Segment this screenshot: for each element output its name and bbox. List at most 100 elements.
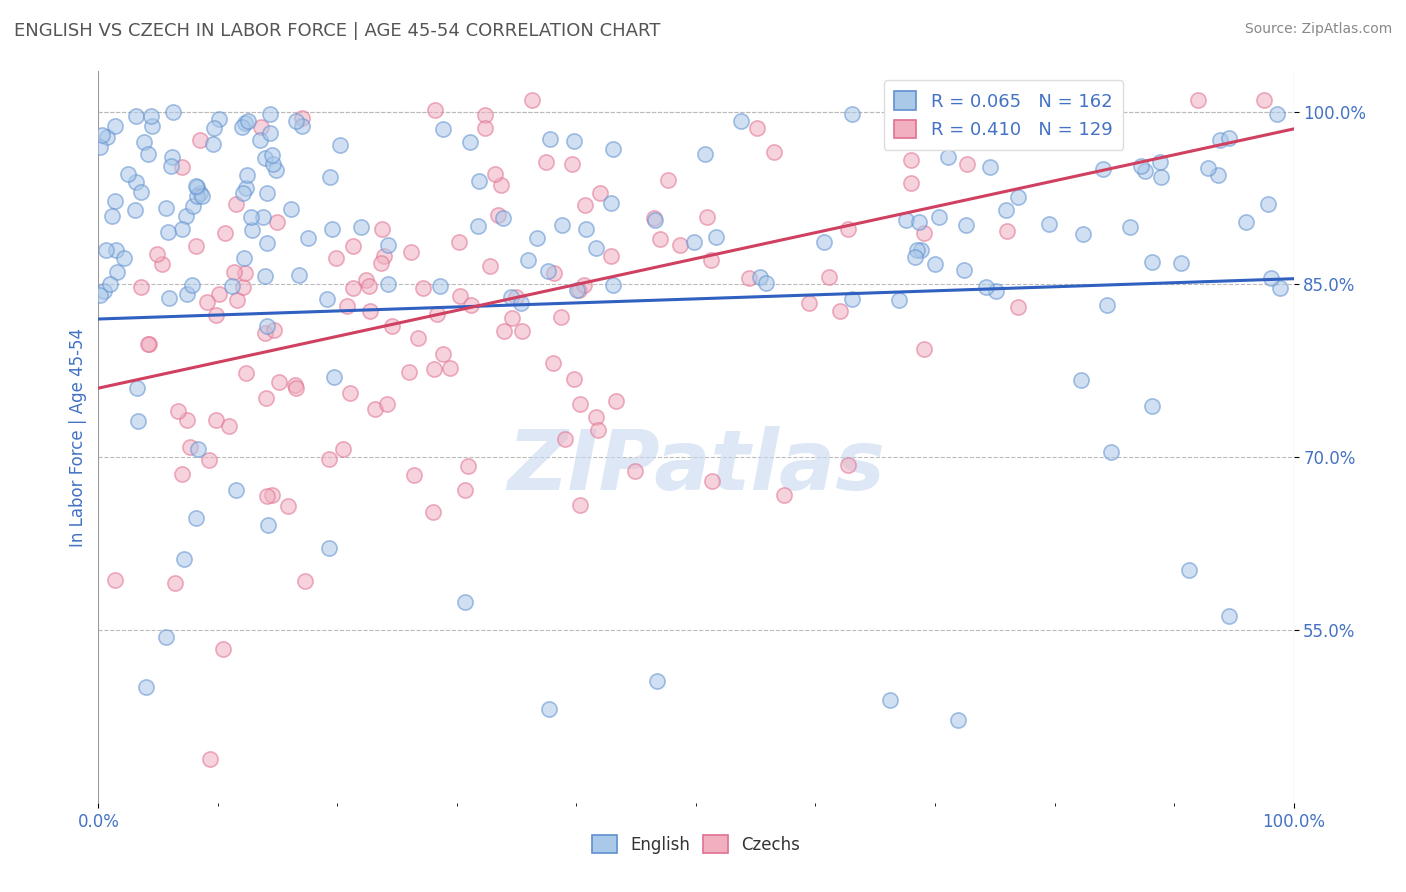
Point (233, 116, 256, 130)
Point (132, 135, 155, 149)
Point (318, 451, 340, 466)
Text: Source: ZipAtlas.com: Source: ZipAtlas.com (1244, 22, 1392, 37)
Point (104, 243, 127, 257)
Point (541, 356, 564, 370)
Point (1119, 220, 1142, 235)
Point (1206, 169, 1229, 183)
Point (1099, 445, 1122, 459)
Point (186, 239, 208, 253)
Point (1007, 301, 1029, 315)
Point (336, 299, 359, 313)
Point (266, 215, 288, 229)
Point (359, 304, 381, 318)
Point (198, 452, 221, 467)
Point (599, 249, 621, 263)
Point (235, 366, 257, 380)
Point (205, 413, 228, 427)
Point (900, 176, 922, 190)
Point (186, 179, 208, 194)
Point (1197, 161, 1219, 175)
Point (287, 268, 309, 283)
Point (1133, 163, 1156, 178)
Point (181, 199, 204, 213)
Point (585, 241, 607, 255)
Point (170, 467, 193, 481)
Point (129, 280, 152, 294)
Point (1150, 170, 1173, 185)
Point (572, 277, 595, 292)
Point (696, 211, 718, 225)
Point (928, 211, 950, 225)
Point (554, 432, 576, 446)
Point (730, 113, 752, 128)
Point (89, 140, 111, 154)
Point (602, 142, 624, 156)
Point (974, 280, 997, 294)
Point (354, 273, 377, 287)
Point (426, 307, 449, 321)
Point (965, 120, 987, 134)
Point (905, 243, 928, 257)
Point (955, 218, 977, 232)
Point (946, 714, 969, 728)
Point (650, 232, 672, 246)
Point (162, 104, 184, 119)
Point (249, 133, 271, 147)
Point (262, 488, 284, 502)
Point (157, 291, 180, 305)
Point (176, 287, 198, 301)
Point (173, 552, 195, 566)
Legend: English, Czechs: English, Czechs (585, 829, 807, 860)
Point (138, 337, 160, 351)
Point (176, 413, 198, 427)
Point (373, 248, 395, 262)
Point (259, 106, 281, 120)
Point (404, 468, 426, 483)
Point (339, 386, 361, 401)
Point (357, 279, 380, 293)
Point (155, 631, 177, 645)
Point (900, 153, 922, 168)
Point (979, 161, 1001, 175)
Point (904, 250, 927, 264)
Point (146, 247, 169, 261)
Point (669, 238, 692, 252)
Point (239, 211, 262, 225)
Point (236, 113, 259, 128)
Point (468, 174, 491, 188)
Point (1170, 255, 1192, 269)
Point (586, 423, 609, 437)
Point (538, 701, 561, 715)
Point (562, 134, 585, 148)
Point (155, 201, 177, 215)
Point (277, 500, 299, 514)
Y-axis label: In Labor Force | Age 45-54: In Labor Force | Age 45-54 (69, 327, 87, 547)
Point (224, 265, 246, 279)
Point (214, 226, 236, 240)
Point (294, 574, 316, 589)
Point (370, 255, 392, 269)
Point (449, 235, 471, 249)
Point (505, 290, 527, 304)
Point (202, 120, 225, 135)
Point (494, 324, 516, 338)
Point (208, 112, 231, 126)
Point (526, 230, 548, 244)
Point (225, 197, 247, 211)
Point (342, 239, 364, 253)
Point (432, 122, 454, 136)
Point (297, 231, 319, 245)
Point (602, 277, 624, 292)
Point (907, 215, 929, 229)
Point (208, 287, 231, 301)
Point (125, 381, 148, 395)
Point (184, 510, 207, 524)
Point (254, 391, 277, 405)
Point (568, 397, 591, 411)
Point (377, 237, 399, 252)
Point (129, 185, 152, 199)
Point (253, 269, 276, 284)
Point (818, 269, 841, 284)
Point (1260, 270, 1282, 285)
Point (218, 419, 240, 434)
